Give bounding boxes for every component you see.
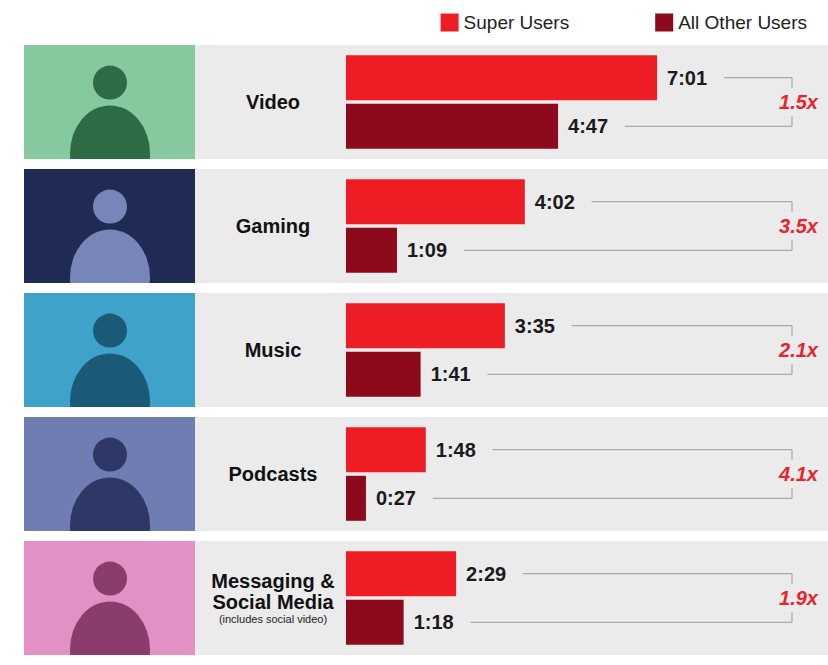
- svg-text:All Other Users: All Other Users: [678, 12, 807, 33]
- svg-text:2.1x: 2.1x: [778, 339, 819, 361]
- svg-text:4:02: 4:02: [535, 191, 575, 213]
- svg-text:1.5x: 1.5x: [779, 91, 819, 113]
- svg-text:4:47: 4:47: [568, 115, 608, 137]
- html-text:Gaming: Gaming: [235, 214, 311, 237]
- html-text:Podcasts: Podcasts: [228, 462, 318, 485]
- svg-text:1:41: 1:41: [431, 363, 471, 385]
- svg-text:Super Users: Super Users: [464, 12, 570, 33]
- svg-text:1.9x: 1.9x: [779, 587, 819, 609]
- html-text:Music: Music: [244, 338, 302, 361]
- svg-text:7:01: 7:01: [667, 67, 707, 89]
- html-text:(includes social video): (includes social video): [218, 613, 328, 625]
- svg-text:3.5x: 3.5x: [779, 215, 819, 237]
- svg-text:0:27: 0:27: [376, 487, 416, 509]
- svg-text:1:18: 1:18: [414, 611, 454, 633]
- svg-text:1:48: 1:48: [436, 439, 476, 461]
- html-text:Messaging & Social Media: Messaging & Social Media: [211, 570, 335, 613]
- svg-text:3:35: 3:35: [515, 315, 555, 337]
- svg-text:2:29: 2:29: [466, 563, 506, 585]
- svg-text:1:09: 1:09: [407, 239, 447, 261]
- svg-text:4.1x: 4.1x: [778, 463, 819, 485]
- html-text:Video: Video: [246, 90, 300, 113]
